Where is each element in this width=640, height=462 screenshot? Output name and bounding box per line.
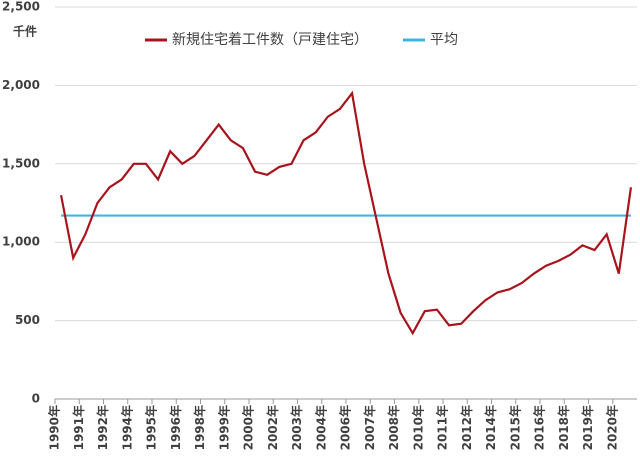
x-tick-label: 2014年 <box>483 405 498 450</box>
x-tick-label: 1998年 <box>192 405 207 450</box>
x-tick-label: 2004年 <box>313 405 328 450</box>
x-tick-label: 2007年 <box>362 405 377 450</box>
x-tick-label: 2000年 <box>241 405 256 450</box>
y-tick-label: 1,500 <box>2 156 40 170</box>
x-tick-label: 2002年 <box>265 405 280 450</box>
x-tick-label: 1990年 <box>47 405 62 450</box>
unit-label: 千件 <box>13 24 37 39</box>
x-tick-label: 2020年 <box>604 405 619 450</box>
x-tick-label: 2006年 <box>338 405 353 450</box>
series-line <box>59 90 633 336</box>
x-tick-label: 1996年 <box>168 405 183 450</box>
legend-label: 平均 <box>430 32 458 48</box>
x-tick-label: 2019年 <box>580 405 595 450</box>
x-tick-label: 1991年 <box>71 405 86 450</box>
x-tick-label: 2010年 <box>410 405 425 450</box>
x-tick-label: 2008年 <box>386 405 401 450</box>
x-tick-label: 1992年 <box>95 405 110 450</box>
x-tick-label: 2015年 <box>507 405 522 450</box>
x-tick-label: 2012年 <box>459 405 474 450</box>
x-tick-label: 1995年 <box>144 405 159 450</box>
x-tick-label: 2011年 <box>435 405 450 450</box>
y-tick-label: 0 <box>32 392 40 406</box>
y-tick-label: 500 <box>15 313 40 327</box>
x-tick-label: 2018年 <box>556 405 571 450</box>
y-tick-label: 2,500 <box>2 0 40 14</box>
x-tick-label: 2003年 <box>289 405 304 450</box>
x-tick-label: 2016年 <box>532 405 547 450</box>
legend-label: 新規住宅着工件数（戸建住宅） <box>172 32 368 48</box>
y-tick-label: 1,000 <box>2 235 40 249</box>
x-tick-label: 1994年 <box>119 405 134 450</box>
x-tick-label: 1999年 <box>216 405 231 450</box>
y-tick-label: 2,000 <box>2 78 40 92</box>
